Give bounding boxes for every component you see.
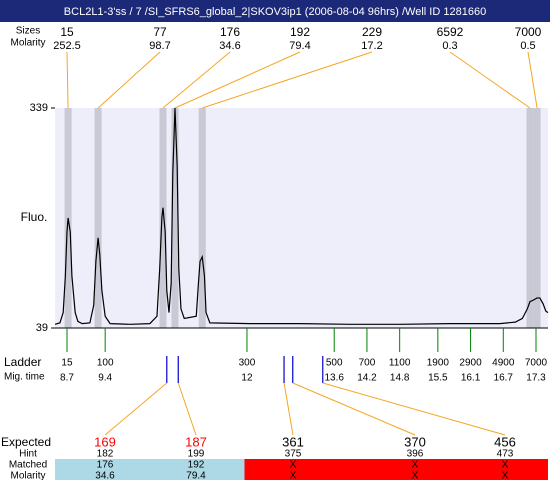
match-background (460, 459, 548, 480)
expected-size: 361 (282, 434, 304, 449)
matched-size: X (412, 460, 419, 471)
peak-molarity: 79.4 (289, 40, 310, 52)
chart-title: BCL2L1-3'ss / 7 /SI_SFRS6_global_2|SKOV3… (64, 6, 486, 18)
hint-size: 199 (188, 449, 205, 460)
peak-size: 15 (60, 25, 74, 39)
matched-size: X (290, 460, 297, 471)
peak-connector (66, 51, 69, 109)
peak-size: 229 (362, 25, 382, 39)
peak-molarity: 0.3 (442, 40, 457, 52)
matched-molarity: 79.4 (186, 471, 206, 480)
peak-connector (174, 51, 301, 109)
expected-connector (322, 382, 506, 436)
matched-molarity: X (502, 471, 509, 480)
peak-row-label: Molarity (10, 38, 45, 49)
ladder-time: 14.8 (390, 373, 410, 384)
hint-size: 182 (97, 449, 114, 460)
peak-connector (162, 51, 231, 109)
y-tick-label: 39 (36, 322, 48, 334)
peak-size: 7000 (515, 25, 542, 39)
expected-row-label: Matched (9, 460, 47, 471)
ladder-size: 2900 (459, 358, 482, 369)
expected-connector (177, 382, 197, 436)
peak-size: 77 (153, 25, 167, 39)
title-bar (0, 0, 550, 22)
y-axis-label: Fluo. (21, 210, 48, 224)
ladder-size: 7000 (525, 358, 548, 369)
ladder-time: 9.4 (98, 373, 112, 384)
matched-molarity: 34.6 (95, 471, 115, 480)
hint-size: 375 (285, 449, 302, 460)
matched-molarity: X (412, 471, 419, 480)
y-tick-label: 339 (30, 102, 48, 114)
expected-connector (283, 382, 294, 436)
plot-area (55, 108, 548, 328)
peak-molarity: 34.6 (219, 40, 240, 52)
ladder-time: 13.6 (324, 373, 344, 384)
hint-size: 473 (497, 449, 514, 460)
matched-molarity: X (290, 471, 297, 480)
peak-band (94, 108, 102, 328)
trace-line (54, 107, 549, 325)
peak-connector (527, 51, 538, 109)
match-background (55, 459, 151, 480)
peak-row-label: Sizes (16, 26, 40, 37)
ladder-time: 16.7 (494, 373, 514, 384)
match-background (150, 459, 245, 480)
expected-size: 456 (494, 434, 516, 449)
peak-connector (97, 51, 161, 109)
peak-molarity: 98.7 (149, 40, 170, 52)
peak-connector (449, 51, 531, 109)
peak-molarity: 17.2 (361, 40, 382, 52)
peak-band (533, 108, 541, 328)
peak-size: 6592 (437, 25, 464, 39)
ladder-size: 500 (326, 358, 343, 369)
peak-band (198, 108, 206, 328)
peak-band (159, 108, 167, 328)
match-background (354, 459, 460, 480)
matched-size: X (502, 460, 509, 471)
ladder-time: 8.7 (60, 373, 74, 384)
ladder-time: 16.1 (461, 373, 481, 384)
ladder-time: 14.2 (357, 373, 377, 384)
match-background (244, 459, 354, 480)
expected-row-label: Molarity (10, 471, 45, 480)
peak-molarity: 0.5 (520, 40, 535, 52)
ladder-size: 300 (239, 358, 256, 369)
hint-size: 396 (407, 449, 424, 460)
matched-size: 176 (97, 460, 114, 471)
ladder-label: Ladder (4, 355, 41, 369)
peak-band (526, 108, 534, 328)
expected-row-label: Hint (19, 449, 37, 460)
matched-size: 192 (188, 460, 205, 471)
peak-molarity: 252.5 (53, 40, 81, 52)
expected-connector (104, 382, 168, 436)
ladder-time: 15.5 (428, 373, 448, 384)
ladder-time: 12 (241, 373, 253, 384)
ladder-size: 700 (359, 358, 376, 369)
peak-connector (202, 51, 373, 109)
ladder-size: 1900 (427, 358, 450, 369)
peak-size: 176 (220, 25, 240, 39)
peak-band (171, 108, 179, 328)
ladder-size: 1100 (389, 358, 411, 369)
expected-connector (292, 382, 416, 436)
ladder-size: 15 (61, 358, 73, 369)
expected-size: 187 (185, 434, 207, 449)
ladder-size: 4900 (492, 358, 515, 369)
ladder-time: 17.3 (526, 373, 546, 384)
expected-size: 169 (94, 434, 116, 449)
expected-size: 370 (404, 434, 426, 449)
expected-row-label: Expected (1, 435, 51, 449)
mig-time-label: Mig. time (4, 372, 45, 383)
ladder-size: 100 (97, 358, 114, 369)
peak-size: 192 (290, 25, 310, 39)
